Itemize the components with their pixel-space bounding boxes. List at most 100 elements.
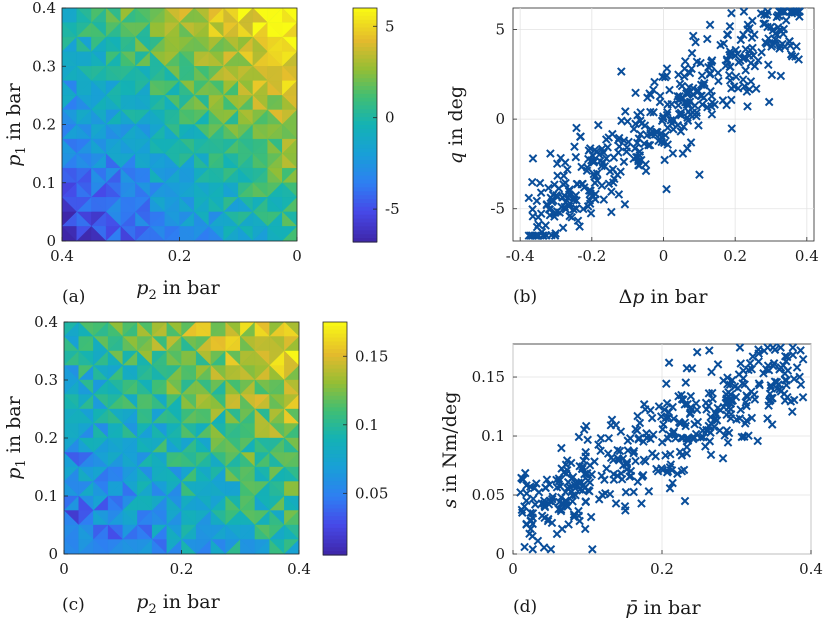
- scatter-point: [585, 478, 595, 487]
- scatter-point: [533, 536, 543, 546]
- xlabel-d-var: p̄: [625, 597, 637, 619]
- scatter-point: [587, 470, 597, 479]
- scatter-point: [611, 499, 621, 508]
- scatter-point: [731, 72, 741, 82]
- scatter-point: [743, 102, 752, 111]
- scatter-point: [581, 452, 591, 461]
- scatter-point: [663, 100, 672, 109]
- scatter-point: [745, 23, 754, 33]
- colorbar-segment: [323, 422, 347, 428]
- scatter-point: [572, 123, 581, 133]
- scatter-point: [609, 153, 619, 162]
- scatter-point: [706, 428, 715, 437]
- scatter-point: [615, 142, 624, 151]
- scatter-point: [669, 124, 678, 134]
- scatter-point: [639, 437, 648, 446]
- colorbar-segment: [353, 210, 377, 216]
- scatter-point: [553, 192, 562, 202]
- scatter-point: [757, 47, 766, 57]
- scatter-point: [557, 524, 567, 534]
- scatter-point: [682, 442, 692, 452]
- scatter-point: [602, 154, 611, 163]
- scatter-point: [614, 190, 624, 199]
- scatter-point: [674, 70, 683, 79]
- colorbar-segment: [353, 140, 377, 146]
- scatter-point: [520, 468, 530, 478]
- scatter-point: [682, 87, 692, 97]
- scatter-point: [789, 374, 799, 384]
- scatter-point: [550, 208, 560, 218]
- colorbar-border: [352, 7, 378, 243]
- colorbar-segment: [353, 148, 377, 153]
- scatter-point: [636, 155, 646, 165]
- scatter-point: [562, 456, 572, 465]
- scatter-point: [580, 524, 590, 534]
- scatter-point: [568, 472, 578, 482]
- scatter-point: [657, 132, 666, 142]
- scatter-point: [528, 154, 538, 163]
- scatter-point: [747, 364, 757, 374]
- scatter-point: [552, 475, 561, 485]
- xlabel-c: p2 in bar: [136, 591, 220, 617]
- scatter-point: [517, 508, 527, 517]
- scatter-point: [762, 39, 772, 49]
- scatter-point: [768, 393, 777, 403]
- scatter-point: [633, 477, 643, 487]
- colorbar-segment: [353, 203, 377, 208]
- scatter-point: [660, 405, 669, 415]
- ylabel-b-var: q: [445, 152, 467, 164]
- scatter-point: [629, 446, 639, 456]
- scatter-point: [697, 71, 707, 80]
- scatter-point: [620, 199, 630, 209]
- scatter-point: [541, 483, 550, 493]
- y-tick-label: 0: [495, 110, 505, 128]
- colorbar-segment: [323, 349, 347, 354]
- scatter-point: [534, 220, 543, 229]
- scatter-point: [686, 138, 696, 147]
- colorbar-segment: [353, 164, 377, 169]
- scatter-point: [631, 424, 640, 434]
- colorbar-segment: [353, 62, 377, 68]
- scatter-point: [747, 413, 757, 423]
- scatter-point: [725, 21, 735, 31]
- scatter-point: [691, 399, 701, 408]
- colorbar-segment: [353, 70, 377, 75]
- scatter-point: [723, 438, 733, 447]
- ylabel-d: s in Nm/deg: [439, 392, 461, 509]
- scatter-point: [566, 458, 576, 468]
- y-tick-label: -5: [490, 200, 505, 218]
- scatter-point: [679, 122, 688, 132]
- scatter-point: [724, 70, 734, 80]
- colorbar-segment: [353, 222, 377, 227]
- scatter-point: [541, 221, 550, 230]
- scatter-point: [594, 440, 603, 449]
- scatter-point: [705, 68, 715, 78]
- scatter-point: [736, 35, 746, 45]
- scatter-point: [572, 179, 582, 189]
- scatter-point: [663, 434, 673, 443]
- scatter-point: [570, 142, 579, 151]
- scatter-point: [522, 519, 531, 529]
- colorbar-segment: [353, 226, 377, 231]
- y-tick-label: 0.1: [481, 427, 505, 445]
- ylabel-c-var: p: [3, 468, 25, 480]
- scatter-point: [665, 85, 674, 95]
- xlabel-b-pre: Δ: [619, 286, 633, 308]
- scatter-point: [528, 205, 537, 214]
- xlabel-b: Δp in bar: [619, 286, 709, 308]
- colorbar-segment: [353, 199, 377, 204]
- colorbar-segment: [323, 504, 347, 509]
- scatter-point: [522, 496, 531, 506]
- colorbar-a: 5 0 -5: [352, 7, 400, 243]
- scatter-point: [557, 443, 566, 453]
- y-tick-label: 0.05: [472, 486, 505, 504]
- x-tick-label: 0: [659, 247, 669, 265]
- scatter-point: [677, 451, 687, 460]
- scatter-point: [658, 424, 667, 434]
- scatter-point: [663, 140, 673, 149]
- scatter-point: [694, 121, 703, 130]
- scatter-point: [596, 446, 605, 456]
- scatter-point: [551, 229, 560, 238]
- x-tick-label: 0.2: [168, 247, 192, 265]
- scatter-point: [563, 484, 572, 493]
